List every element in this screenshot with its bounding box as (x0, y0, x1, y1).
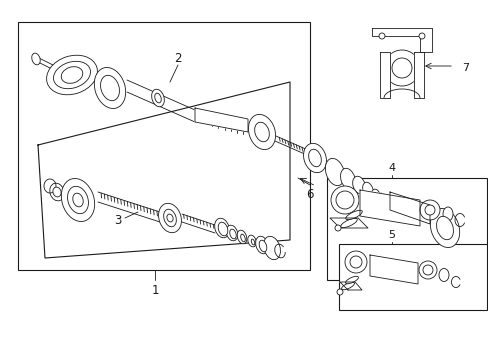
Ellipse shape (67, 186, 88, 214)
Ellipse shape (61, 179, 95, 221)
Ellipse shape (248, 114, 275, 150)
Ellipse shape (94, 67, 125, 108)
Ellipse shape (50, 183, 64, 201)
Ellipse shape (154, 93, 161, 103)
Ellipse shape (158, 203, 181, 233)
Ellipse shape (429, 208, 459, 248)
Circle shape (419, 200, 439, 220)
Circle shape (418, 33, 424, 39)
Text: 3: 3 (114, 213, 122, 226)
Circle shape (378, 33, 384, 39)
Ellipse shape (345, 276, 358, 284)
Ellipse shape (163, 209, 176, 227)
Polygon shape (329, 218, 367, 228)
Circle shape (383, 50, 419, 86)
Circle shape (418, 261, 436, 279)
Text: 7: 7 (461, 63, 468, 73)
Text: 6: 6 (305, 188, 313, 201)
Circle shape (422, 265, 432, 275)
Ellipse shape (73, 193, 83, 207)
Circle shape (424, 205, 434, 215)
Ellipse shape (345, 210, 362, 220)
Text: 5: 5 (387, 230, 395, 240)
Ellipse shape (218, 222, 227, 236)
Polygon shape (369, 255, 417, 284)
Ellipse shape (254, 122, 269, 142)
Ellipse shape (259, 240, 266, 252)
Ellipse shape (263, 236, 280, 260)
Ellipse shape (308, 149, 321, 167)
Ellipse shape (438, 269, 448, 282)
Circle shape (334, 225, 340, 231)
Bar (338, 244, 486, 310)
Circle shape (391, 58, 411, 78)
Polygon shape (195, 108, 247, 132)
Circle shape (330, 186, 358, 214)
Ellipse shape (101, 75, 119, 101)
Ellipse shape (166, 214, 173, 222)
Ellipse shape (53, 61, 90, 89)
Ellipse shape (371, 189, 380, 201)
Ellipse shape (214, 218, 229, 238)
Polygon shape (379, 52, 389, 98)
Ellipse shape (46, 55, 97, 95)
Ellipse shape (151, 89, 164, 107)
Ellipse shape (61, 67, 82, 83)
Ellipse shape (436, 216, 452, 240)
Circle shape (349, 256, 361, 268)
Ellipse shape (255, 236, 268, 254)
Text: 2: 2 (174, 51, 182, 64)
Ellipse shape (340, 218, 357, 228)
Ellipse shape (53, 187, 61, 197)
Ellipse shape (303, 143, 326, 173)
Circle shape (335, 191, 353, 209)
Text: 4: 4 (387, 163, 395, 173)
Ellipse shape (341, 282, 354, 290)
Ellipse shape (352, 176, 365, 194)
Ellipse shape (442, 207, 452, 221)
Ellipse shape (229, 229, 236, 239)
Text: 1: 1 (151, 284, 159, 297)
Polygon shape (389, 192, 429, 224)
Polygon shape (339, 282, 361, 290)
Polygon shape (413, 52, 423, 98)
Circle shape (336, 289, 342, 295)
Ellipse shape (32, 53, 40, 65)
Ellipse shape (251, 239, 254, 245)
Ellipse shape (237, 230, 246, 244)
Ellipse shape (226, 225, 237, 241)
Polygon shape (359, 190, 419, 226)
Polygon shape (371, 28, 431, 52)
Bar (18, 22, 309, 270)
Ellipse shape (247, 235, 256, 247)
Ellipse shape (325, 158, 344, 186)
Circle shape (345, 251, 366, 273)
Bar (326, 178, 486, 280)
Ellipse shape (340, 168, 355, 190)
Ellipse shape (240, 234, 245, 242)
Ellipse shape (362, 182, 373, 198)
